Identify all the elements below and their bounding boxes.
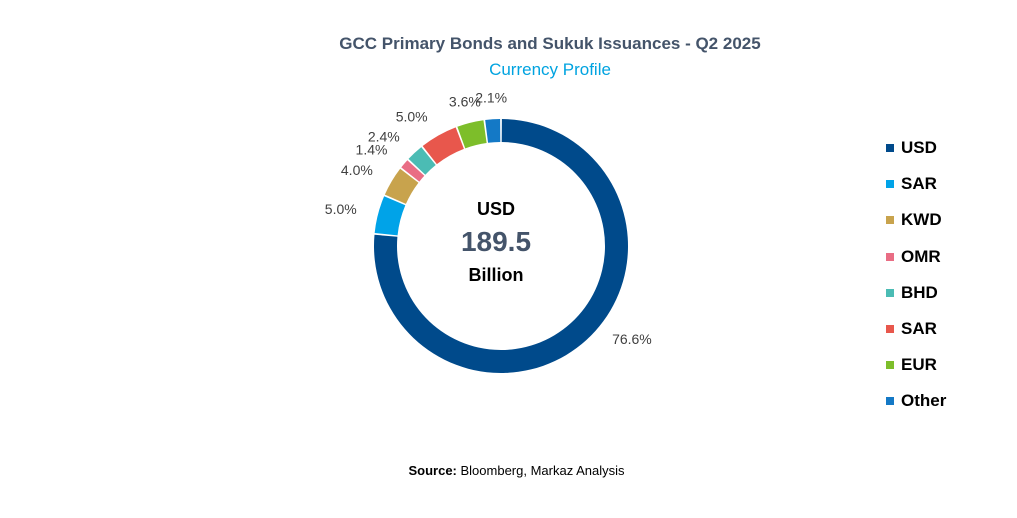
legend-label: EUR bbox=[901, 355, 937, 375]
slice-sar-5 bbox=[422, 127, 464, 165]
data-label-sar-5: 5.0% bbox=[396, 108, 428, 124]
data-label-bhd-4: 2.4% bbox=[368, 129, 400, 145]
legend-item-usd-0: USD bbox=[886, 130, 946, 166]
legend-swatch bbox=[886, 397, 894, 406]
center-total-value: 189.5 bbox=[461, 226, 531, 257]
legend-swatch bbox=[886, 325, 894, 334]
legend-item-sar-1: SAR bbox=[886, 166, 946, 202]
center-currency-text: USD bbox=[477, 199, 515, 219]
legend-label: OMR bbox=[901, 246, 941, 266]
legend-swatch bbox=[886, 361, 894, 370]
legend-label: BHD bbox=[901, 282, 938, 302]
slice-bhd-4 bbox=[408, 147, 436, 175]
legend-label: KWD bbox=[901, 210, 942, 230]
legend-swatch bbox=[886, 180, 894, 189]
data-label-sar-1: 5.0% bbox=[325, 201, 357, 217]
source-label: Source: bbox=[408, 463, 457, 478]
data-label-other-7: 2.1% bbox=[475, 89, 507, 105]
legend-item-other-7: Other bbox=[886, 383, 946, 419]
chart-legend: USD SAR KWD OMR BHD SAR EUR Other bbox=[886, 130, 946, 420]
legend-label: SAR bbox=[901, 319, 937, 339]
slice-sar-1 bbox=[374, 196, 406, 236]
legend-item-omr-3: OMR bbox=[886, 239, 946, 275]
legend-swatch bbox=[886, 288, 894, 297]
slices-layer bbox=[373, 119, 628, 374]
data-label-kwd-2: 4.0% bbox=[341, 162, 373, 178]
legend-label: USD bbox=[901, 138, 937, 158]
slice-other-7 bbox=[485, 119, 501, 143]
legend-label: SAR bbox=[901, 174, 937, 194]
legend-swatch bbox=[886, 144, 894, 153]
legend-label: Other bbox=[901, 391, 947, 411]
legend-item-sar-5: SAR bbox=[886, 311, 946, 347]
data-label-usd-0: 76.6% bbox=[612, 331, 652, 347]
legend-item-kwd-2: KWD bbox=[886, 202, 946, 238]
chart-title: GCC Primary Bonds and Sukuk Issuances - … bbox=[339, 34, 761, 53]
center-unit-text: Billion bbox=[469, 265, 524, 285]
slice-eur-6 bbox=[457, 120, 487, 149]
labels-layer: 76.6% 5.0% 4.0% 1.4%2.4% 5.0% 3.6%2.1% bbox=[325, 89, 652, 347]
data-label-eur-6: 3.6% bbox=[449, 93, 481, 109]
source-text: Bloomberg, Markaz Analysis bbox=[456, 463, 625, 478]
legend-swatch bbox=[886, 216, 894, 225]
chart-subtitle: Currency Profile bbox=[489, 60, 611, 79]
source-note: Source: Bloomberg, Markaz Analysis bbox=[0, 463, 1017, 478]
legend-swatch bbox=[886, 252, 894, 261]
slice-kwd-2 bbox=[384, 168, 419, 204]
legend-item-eur-6: EUR bbox=[886, 347, 946, 383]
data-label-omr-3: 1.4% bbox=[356, 141, 388, 157]
legend-item-bhd-4: BHD bbox=[886, 275, 946, 311]
slice-omr-3 bbox=[401, 160, 425, 182]
